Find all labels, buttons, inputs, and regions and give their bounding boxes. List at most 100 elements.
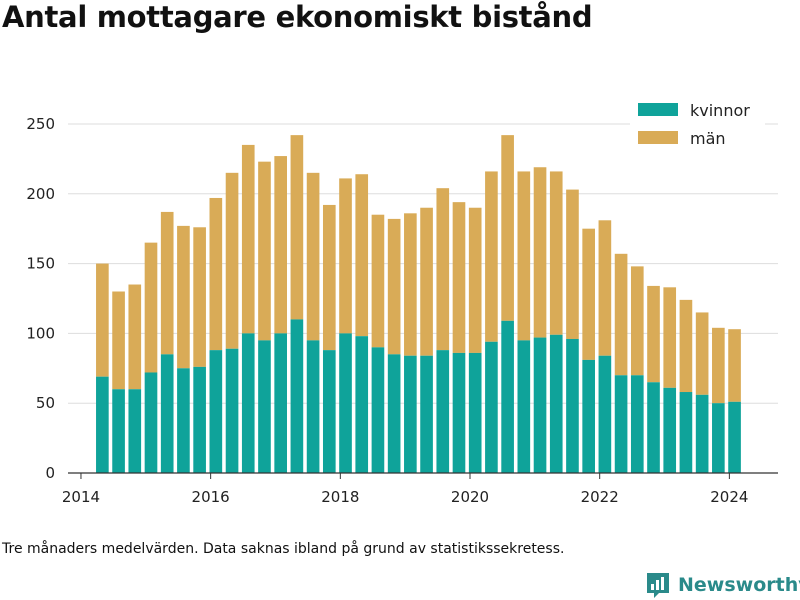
y-tick-label: 150 bbox=[26, 255, 55, 273]
bar-kvinnor bbox=[306, 340, 320, 473]
bar-kvinnor bbox=[225, 348, 239, 473]
bar-kvinnor bbox=[533, 337, 547, 473]
bar-kvinnor bbox=[241, 333, 255, 473]
bar-kvinnor bbox=[679, 392, 693, 473]
bar-man bbox=[355, 174, 369, 337]
bar-kvinnor bbox=[614, 375, 628, 473]
legend-swatch-man bbox=[638, 131, 678, 144]
bar-man bbox=[160, 211, 174, 355]
bar-kvinnor bbox=[647, 382, 660, 473]
bar-man bbox=[241, 144, 255, 334]
y-tick-label: 200 bbox=[26, 185, 55, 203]
bar-man bbox=[663, 287, 677, 388]
bar-kvinnor bbox=[468, 352, 482, 473]
bar-man bbox=[177, 225, 190, 369]
bar-man bbox=[728, 329, 741, 402]
y-tick-label: 50 bbox=[36, 394, 55, 412]
bar-man bbox=[387, 218, 401, 355]
x-tick-label: 2016 bbox=[192, 488, 230, 506]
bar-kvinnor bbox=[258, 340, 271, 473]
axes: 0 50 100 150 200 250 2014 2016 2018 2020 2022 2024 bbox=[26, 115, 778, 506]
bar-kvinnor bbox=[566, 338, 579, 473]
bar-kvinnor bbox=[517, 340, 531, 473]
bar-man bbox=[420, 207, 433, 356]
bar-man bbox=[566, 189, 579, 339]
x-tick-label: 2024 bbox=[710, 488, 748, 506]
x-tick-label: 2020 bbox=[451, 488, 489, 506]
y-tick-label: 0 bbox=[45, 464, 55, 482]
bar-man bbox=[306, 172, 320, 341]
bar-kvinnor bbox=[128, 389, 142, 473]
bar-kvinnor bbox=[274, 333, 287, 473]
bar-man bbox=[290, 135, 304, 320]
bar-kvinnor bbox=[371, 347, 385, 473]
bar-kvinnor bbox=[209, 350, 223, 473]
bar-man bbox=[712, 327, 725, 404]
bar-kvinnor bbox=[485, 341, 498, 473]
bar-kvinnor bbox=[630, 375, 644, 473]
bar-man bbox=[112, 291, 125, 390]
bar-man bbox=[193, 227, 206, 367]
bar-kvinnor bbox=[728, 401, 741, 473]
bar-man bbox=[96, 263, 109, 377]
bar-kvinnor bbox=[322, 350, 336, 473]
bar-man bbox=[274, 156, 287, 334]
legend-label-man: män bbox=[690, 129, 726, 148]
brand-logo: Newsworthy bbox=[645, 570, 800, 600]
bar-man bbox=[598, 220, 612, 356]
bar-kvinnor bbox=[420, 355, 433, 473]
bar-series bbox=[96, 135, 741, 473]
bar-man bbox=[371, 214, 385, 348]
bar-man bbox=[339, 178, 352, 334]
bar-man bbox=[258, 161, 271, 341]
bar-kvinnor bbox=[501, 320, 514, 473]
y-tick-label: 100 bbox=[26, 324, 55, 342]
bar-man bbox=[501, 135, 514, 321]
bar-kvinnor bbox=[598, 355, 612, 473]
bar-kvinnor bbox=[663, 387, 677, 473]
legend: kvinnor män bbox=[630, 97, 765, 157]
bar-man bbox=[404, 213, 417, 356]
bar-man bbox=[647, 285, 660, 383]
bar-man bbox=[549, 171, 563, 335]
bar-man bbox=[128, 284, 142, 390]
bar-man bbox=[144, 242, 158, 373]
x-tick-label: 2014 bbox=[62, 488, 100, 506]
bar-man bbox=[209, 197, 223, 351]
bar-man bbox=[436, 188, 450, 351]
bar-man bbox=[582, 228, 595, 360]
bar-kvinnor bbox=[404, 355, 417, 473]
legend-label-kvinnor: kvinnor bbox=[690, 101, 750, 120]
bar-man bbox=[225, 172, 239, 349]
bar-kvinnor bbox=[436, 350, 450, 473]
bar-kvinnor bbox=[339, 333, 352, 473]
bar-kvinnor bbox=[452, 352, 466, 473]
bar-man bbox=[452, 202, 466, 353]
bar-kvinnor bbox=[177, 368, 190, 473]
bar-kvinnor bbox=[96, 376, 109, 473]
brand-name: Newsworthy bbox=[678, 574, 800, 596]
bar-man bbox=[679, 299, 693, 393]
bar-man bbox=[517, 171, 531, 341]
footnote: Tre månaders medelvärden. Data saknas ib… bbox=[2, 541, 565, 557]
bar-kvinnor bbox=[582, 359, 595, 473]
bar-kvinnor bbox=[549, 334, 563, 473]
bar-man bbox=[695, 312, 709, 395]
bar-kvinnor bbox=[144, 372, 158, 473]
bar-kvinnor bbox=[387, 354, 401, 473]
chart-title: Antal mottagare ekonomiskt bistånd bbox=[2, 0, 593, 34]
x-tick-label: 2022 bbox=[581, 488, 619, 506]
bar-man bbox=[630, 266, 644, 376]
y-tick-label: 250 bbox=[26, 115, 55, 133]
bar-man bbox=[485, 171, 498, 342]
bar-man bbox=[533, 167, 547, 338]
bar-kvinnor bbox=[193, 366, 206, 473]
bar-kvinnor bbox=[160, 354, 174, 473]
bar-man bbox=[614, 253, 628, 376]
legend-swatch-kvinnor bbox=[638, 103, 678, 116]
bar-man bbox=[322, 204, 336, 351]
bar-kvinnor bbox=[355, 336, 369, 473]
newsworthy-logo-icon bbox=[647, 573, 669, 598]
x-tick-label: 2018 bbox=[321, 488, 359, 506]
